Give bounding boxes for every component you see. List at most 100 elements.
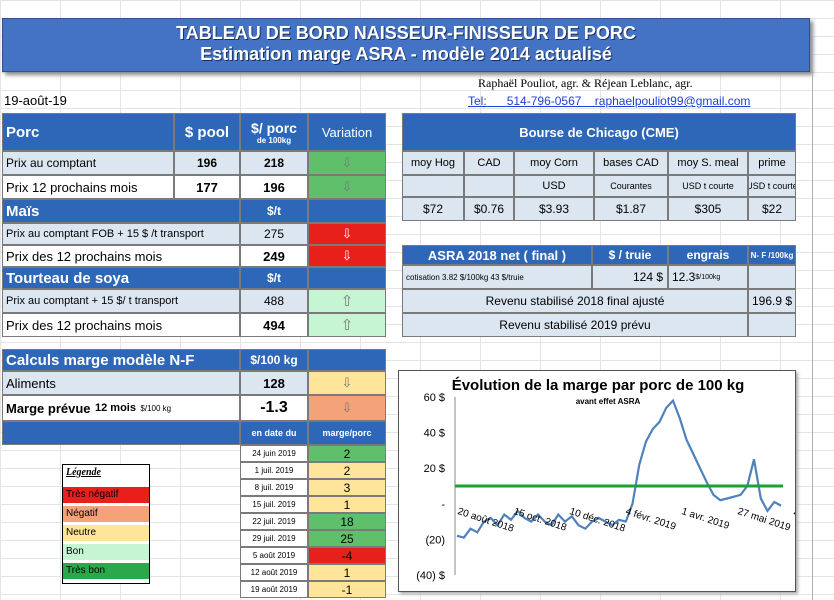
- calculs-col-unit: $/100 kg: [240, 349, 308, 371]
- bourse-value: $72: [402, 197, 464, 221]
- soya-section-title: Tourteau de soya: [2, 267, 240, 289]
- history-header-blank: [2, 421, 240, 445]
- contact-line[interactable]: Tel: 514-796-0567 raphaelpouliot99@gmail…: [468, 94, 750, 108]
- legend-item: Bon: [63, 544, 149, 560]
- chart-subtitle: avant effet ASRA: [575, 397, 641, 406]
- soya-row2-up-arrow-icon: ⇧: [308, 313, 386, 337]
- chart-y-tick-label: (40) $: [416, 570, 445, 582]
- chart-x-tick-label: 27 mai 2019: [736, 506, 792, 534]
- asra-cotisation: cotisation 3.82 $/100kg 43 $/truie: [402, 265, 592, 289]
- history-date: 12 août 2019: [240, 564, 308, 581]
- chart-series-margin-line: [456, 398, 782, 539]
- legend-item: Très bon: [63, 563, 149, 579]
- history-date: 22 juil. 2019: [240, 513, 308, 530]
- history-marge-value: 1: [308, 564, 386, 581]
- chart-y-tick-label: 60 $: [424, 392, 445, 404]
- asra-nf-blank: [748, 265, 796, 289]
- sheet-edge: [812, 36, 834, 600]
- soya-row1-up-arrow-icon: ⇧: [308, 289, 386, 313]
- soya-row1-label: Prix au comptant + 15 $/ t transport: [2, 289, 240, 313]
- legend-title: Légende: [66, 467, 101, 478]
- bourse-value: $3.93: [514, 197, 594, 221]
- porc-row1-label: Prix au comptant: [2, 151, 174, 175]
- authors: Raphaël Pouliot, agr. & Réjean Leblanc, …: [478, 76, 693, 90]
- asra-col-truie: $ / truie: [592, 245, 668, 265]
- history-marge-value: -1: [308, 581, 386, 598]
- revenu-2018-label: Revenu stabilisé 2018 final ajusté: [402, 289, 748, 313]
- margin-chart: Évolution de la marge par porc de 100 kg…: [398, 370, 796, 592]
- dashboard-subtitle: Estimation marge ASRA - modèle 2014 actu…: [200, 44, 612, 64]
- chart-y-tick-label: (20): [425, 534, 445, 546]
- bourse-col-header: moy Corn: [514, 151, 594, 175]
- history-marge-value: 25: [308, 530, 386, 547]
- calculs-header-blank: [308, 349, 386, 371]
- porc-row1-pool: 196: [174, 151, 240, 175]
- history-col-marge: marge/porc: [308, 421, 386, 445]
- chart-title: Évolution de la marge par porc de 100 kg: [451, 377, 745, 394]
- legend-box: Légende Très négatif Négatif Neutre Bon Très…: [62, 464, 150, 584]
- porc-col-price-line2: de 100kg: [256, 135, 292, 145]
- tel-number[interactable]: 514-796-0567: [506, 94, 582, 108]
- porc-col-price-line1: $/ porc: [251, 119, 297, 136]
- bourse-col-header: CAD: [464, 151, 514, 175]
- history-date: 24 juin 2019: [240, 445, 308, 462]
- soya-row2-label: Prix des 12 prochains mois: [2, 313, 240, 337]
- marge-unit: $/100 kg: [140, 403, 172, 413]
- history-date: 15 juil. 2019: [240, 496, 308, 513]
- bourse-unit: USD t courte: [748, 175, 796, 197]
- mais-header-blank: [308, 199, 386, 223]
- bourse-unit: USD t courte: [668, 175, 748, 197]
- history-date: 8 juil. 2019: [240, 479, 308, 496]
- porc-col-pool: $ pool: [174, 113, 240, 151]
- soya-row1-price: 488: [240, 289, 308, 313]
- calculs-section-title: Calculs marge modèle N-F: [2, 349, 240, 371]
- mais-row2-price: 249: [240, 245, 308, 267]
- history-date: 1 juil. 2019: [240, 462, 308, 479]
- email-link[interactable]: raphaelpouliot99@gmail.com: [594, 94, 751, 108]
- history-marge-value: 1: [308, 496, 386, 513]
- porc-col-variation: Variation: [308, 113, 386, 151]
- dashboard-title: TABLEAU DE BORD NAISSEUR-FINISSEUR DE PO…: [176, 23, 636, 43]
- mais-row1-price: 275: [240, 223, 308, 245]
- history-col-date: en date du: [240, 421, 308, 445]
- marge-value: -1.3: [240, 395, 308, 421]
- asra-engrais-value: 12.3: [672, 270, 696, 284]
- revenu-2019-value: [748, 313, 796, 337]
- history-marge-value: 18: [308, 513, 386, 530]
- bourse-value: $22: [748, 197, 796, 221]
- history-marge-value: 3: [308, 479, 386, 496]
- chart-y-tick-label: 20 $: [424, 463, 445, 475]
- bourse-unit: [402, 175, 464, 197]
- bourse-title: Bourse de Chicago (CME): [402, 113, 796, 151]
- porc-row2-price: 196: [240, 175, 308, 199]
- mais-row2-label: Prix des 12 prochains mois: [2, 245, 240, 267]
- bourse-unit: USD: [514, 175, 594, 197]
- mais-row1-down-arrow-icon: ⇩: [308, 223, 386, 245]
- porc-row2-down-arrow-icon: ⇩: [308, 175, 386, 199]
- chart-x-tick-label: 4 févr. 2019: [624, 506, 678, 533]
- soya-row2-price: 494: [240, 313, 308, 337]
- marge-sub: 12 mois: [95, 402, 136, 414]
- legend-item: Négatif: [63, 506, 149, 522]
- mais-row2-down-arrow-icon: ⇩: [308, 245, 386, 267]
- revenu-2018-value: 196.9 $: [748, 289, 796, 313]
- asra-engrais-cell: 12.3 $/100kg: [668, 265, 748, 289]
- asra-col-engrais: engrais: [668, 245, 748, 265]
- bourse-value: $305: [668, 197, 748, 221]
- marge-label-cell: Marge prévue 12 mois $/100 kg: [2, 395, 240, 421]
- aliments-down-arrow-icon: ⇩: [308, 371, 386, 395]
- aliments-label: Aliments: [2, 371, 240, 395]
- mais-row1-label: Prix au comptant FOB + 15 $ /t transport: [2, 223, 240, 245]
- asra-title: ASRA 2018 net ( final ): [402, 245, 592, 265]
- porc-row2-pool: 177: [174, 175, 240, 199]
- legend-item: Neutre: [63, 525, 149, 541]
- porc-col-price: $/ porc de 100kg: [240, 113, 308, 151]
- soya-header-blank: [308, 267, 386, 289]
- bourse-value: $1.87: [594, 197, 668, 221]
- chart-y-tick-label: -: [441, 499, 445, 511]
- chart-x-tick-label: 22 juil. 2019: [792, 506, 795, 533]
- chart-x-tick-label: 10 déc. 2018: [568, 506, 627, 534]
- aliments-value: 128: [240, 371, 308, 395]
- bourse-col-header: prime: [748, 151, 796, 175]
